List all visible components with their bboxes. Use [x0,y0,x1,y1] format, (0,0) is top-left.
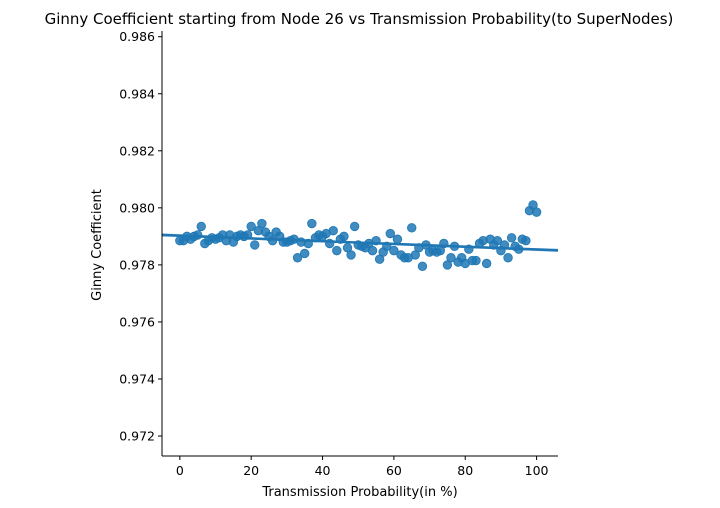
y-axis: 0.972 0.974 0.976 0.978 0.980 0.982 0.984 0.986 [119,29,163,456]
data-point [385,228,396,239]
data-point [292,253,303,263]
data-point [471,255,481,266]
data-point [389,245,399,256]
y-tick-label: 0.974 [119,371,155,386]
data-point [367,245,378,256]
data-point [300,248,310,259]
data-point [407,223,417,233]
y-tick-label: 0.976 [119,314,155,329]
chart-title: Ginny Coefficient starting from Node 26 … [45,10,674,28]
y-tick-label: 0.980 [119,200,155,215]
data-point [417,261,428,272]
data-point [481,258,492,269]
x-tick-label: 20 [243,463,259,478]
x-tick-label: 80 [457,463,473,478]
plot-content [162,200,558,272]
y-tick-label: 0.984 [119,86,155,101]
x-tick-label: 100 [525,463,549,478]
data-point [246,221,256,232]
x-tick-label: 40 [315,463,331,478]
regression-line [162,233,558,252]
y-tick-label: 0.978 [119,257,155,272]
x-tick-label: 0 [176,463,184,478]
data-point [257,218,267,229]
data-point [346,250,356,260]
data-point [196,221,206,232]
y-tick-label: 0.986 [119,29,155,44]
data-point [446,253,456,263]
data-point [521,235,531,246]
x-axis-label: Transmission Probability(in %) [261,485,457,500]
y-tick-label: 0.982 [119,143,155,158]
data-point [531,207,542,217]
data-point [332,245,342,256]
plot-area [162,200,558,272]
data-point [250,240,260,250]
x-axis: 0 20 40 60 80 100 [162,455,558,478]
y-axis-label: Ginny Coefficient [90,189,105,301]
data-point [392,234,403,244]
data-point [503,253,513,263]
y-tick-label: 0.972 [119,429,155,444]
data-point [307,218,317,229]
data-point [349,221,360,232]
data-point [339,231,349,242]
data-point [492,235,503,246]
x-tick-label: 60 [386,463,402,478]
data-point [506,233,517,243]
data-point [328,225,338,236]
